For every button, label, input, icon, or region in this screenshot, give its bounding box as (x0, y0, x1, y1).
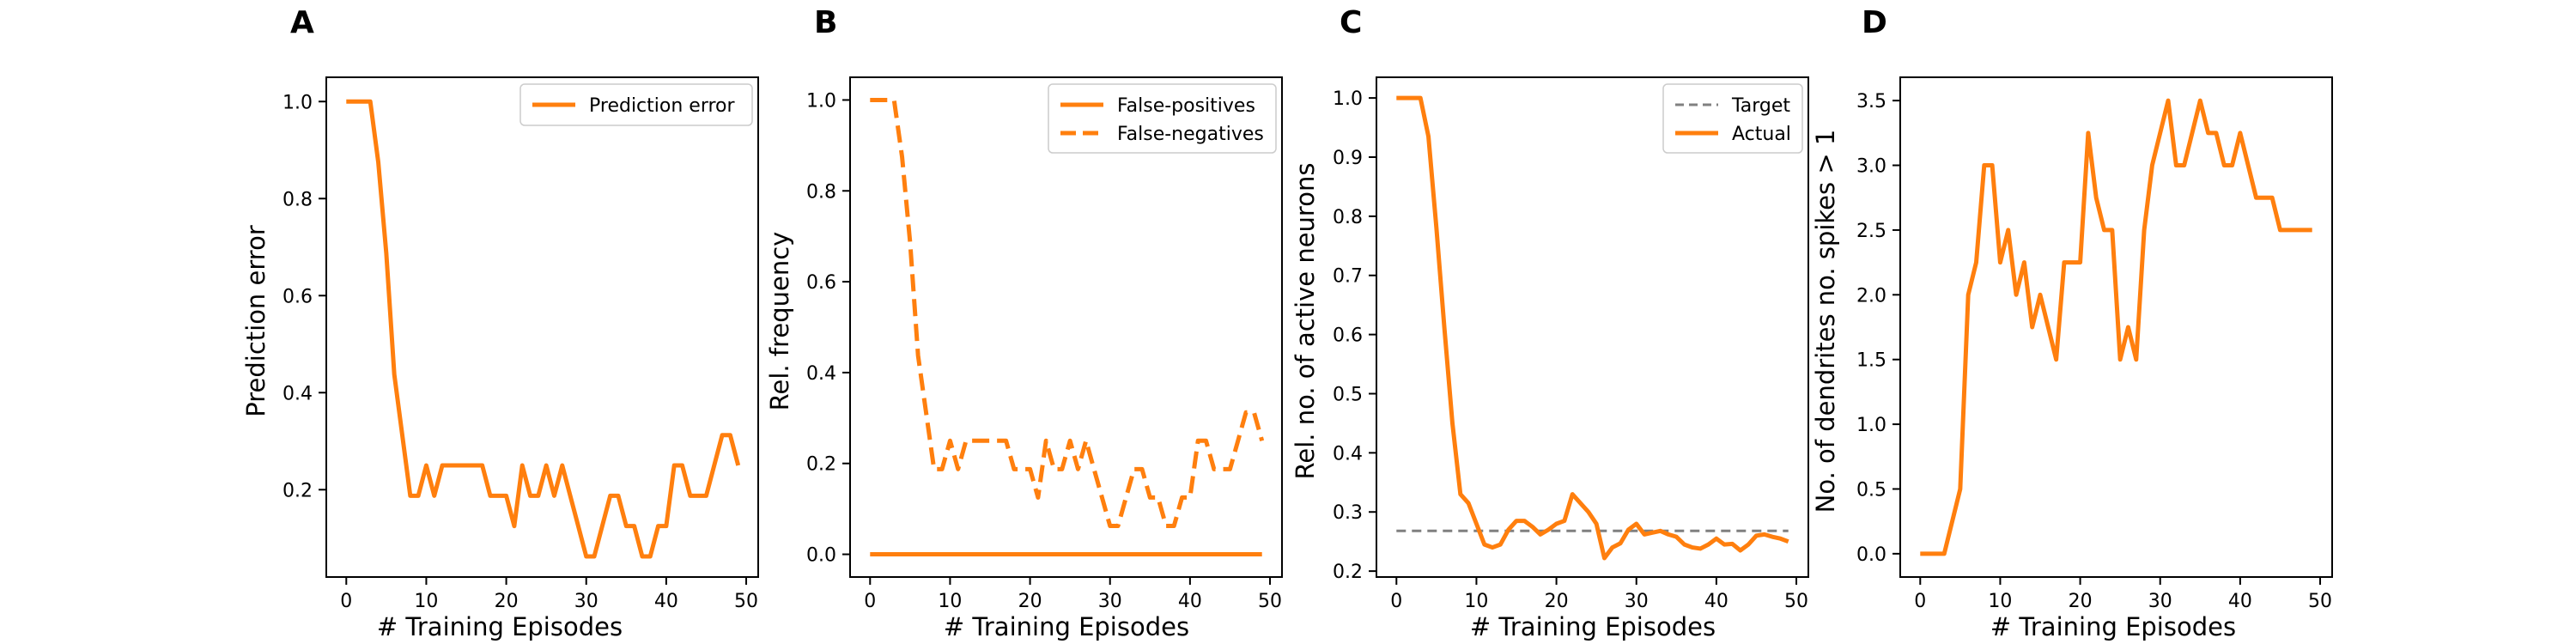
x-tick-label: 10 (938, 591, 962, 612)
y-axis-label: Prediction error (241, 225, 270, 417)
y-tick-label: 0.2 (806, 454, 836, 476)
legend-entry: False-positives (1117, 95, 1255, 117)
y-tick-label: 0.6 (806, 272, 836, 294)
x-tick-label: 20 (1545, 591, 1569, 612)
panel-letter-b: B (814, 5, 837, 40)
x-tick-label: 0 (1914, 591, 1926, 612)
x-axis-label: # Training Episodes (944, 612, 1189, 641)
y-tick-label: 0.6 (283, 286, 313, 307)
legend-entry: False-negatives (1117, 124, 1264, 145)
x-tick-label: 0 (1390, 591, 1402, 612)
legend-box (519, 83, 753, 126)
x-tick-label: 50 (734, 591, 758, 612)
y-tick-label: 2.0 (1856, 285, 1886, 307)
x-axis-label: # Training Episodes (377, 612, 623, 641)
legend-box (1662, 83, 1803, 154)
x-tick-label: 50 (2308, 591, 2332, 612)
x-tick-label: 10 (1988, 591, 2012, 612)
x-tick-label: 10 (414, 591, 438, 612)
panel-b: B # Training Episodes Rel. frequency 0 10… (765, 5, 1283, 641)
axes-frame (1376, 76, 1809, 578)
y-tick-label: 0.4 (806, 363, 836, 385)
series-line-main (1920, 98, 2312, 556)
legend-entry: Target (1731, 95, 1790, 117)
x-tick-label: 40 (654, 591, 678, 612)
x-tick-label: 10 (1464, 591, 1488, 612)
legend-box (1048, 83, 1277, 154)
y-tick-label: 0.2 (1333, 562, 1363, 583)
y-tick-label: 3.5 (1856, 91, 1886, 112)
panel-a: A # Training Episodes Prediction error 0… (241, 5, 759, 641)
y-tick-label: 0.7 (1333, 266, 1363, 288)
y-tick-label: 0.6 (1333, 325, 1363, 347)
legend: Target Actual (1662, 83, 1803, 154)
y-tick-label: 0.3 (1333, 502, 1363, 524)
x-tick-label: 50 (1258, 591, 1282, 612)
y-tick-label: 1.0 (806, 90, 836, 112)
x-tick-label: 0 (864, 591, 876, 612)
panel-c: C # Training Episodes Rel. no. of active… (1291, 5, 1809, 641)
y-axis-label: Rel. frequency (765, 232, 794, 411)
y-axis-label: No. of dendrites no. spikes > 1 (1811, 130, 1840, 513)
y-axis-label: Rel. no. of active neurons (1291, 163, 1320, 480)
y-tick-label: 0.0 (1856, 544, 1886, 566)
y-tick-label: 1.5 (1856, 350, 1886, 372)
y-tick-label: 0.4 (283, 383, 313, 404)
legend: False-positives False-negatives (1048, 83, 1277, 154)
y-tick-label: 0.8 (1333, 207, 1363, 228)
y-tick-label: 0.5 (1856, 479, 1886, 501)
panel-d: D # Training Episodes No. of dendrites n… (1811, 5, 2333, 641)
x-tick-label: 30 (574, 591, 598, 612)
x-tick-label: 50 (1784, 591, 1808, 612)
axes-frame (1899, 76, 2333, 578)
series-line-actual (1396, 95, 1789, 561)
y-tick-label: 2.5 (1856, 221, 1886, 242)
y-tick-label: 0.9 (1333, 148, 1363, 169)
axes-frame (849, 76, 1283, 578)
series-line-false-negatives (870, 97, 1265, 528)
panel-letter-d: D (1862, 5, 1887, 40)
x-tick-label: 30 (1098, 591, 1122, 612)
y-tick-label: 1.0 (283, 92, 313, 113)
y-tick-label: 0.0 (806, 545, 836, 567)
x-tick-label: 40 (2228, 591, 2252, 612)
panel-letter-c: C (1340, 5, 1362, 40)
y-tick-label: 0.5 (1333, 384, 1363, 405)
axes-frame (325, 76, 759, 578)
y-tick-label: 1.0 (1333, 88, 1363, 110)
y-tick-label: 0.8 (806, 181, 836, 203)
x-tick-label: 30 (1625, 591, 1649, 612)
x-axis-label: # Training Episodes (1470, 612, 1716, 641)
y-tick-label: 0.2 (283, 480, 313, 501)
x-tick-label: 20 (1018, 591, 1042, 612)
y-tick-label: 1.0 (1856, 415, 1886, 436)
panel-letter-a: A (290, 5, 314, 40)
x-tick-label: 40 (1704, 591, 1728, 612)
x-tick-label: 30 (2148, 591, 2172, 612)
y-tick-label: 0.4 (1333, 443, 1363, 465)
x-tick-label: 40 (1178, 591, 1202, 612)
series-line-prediction-error (346, 99, 741, 559)
legend-entry: Prediction error (589, 95, 735, 117)
y-tick-label: 0.8 (283, 189, 313, 210)
x-tick-label: 20 (495, 591, 519, 612)
legend-entry: Actual (1732, 124, 1791, 145)
x-axis-label: # Training Episodes (1990, 612, 2236, 641)
y-tick-label: 3.0 (1856, 156, 1886, 178)
x-tick-label: 0 (340, 591, 352, 612)
legend: Prediction error (519, 83, 753, 126)
x-tick-label: 20 (2069, 591, 2093, 612)
